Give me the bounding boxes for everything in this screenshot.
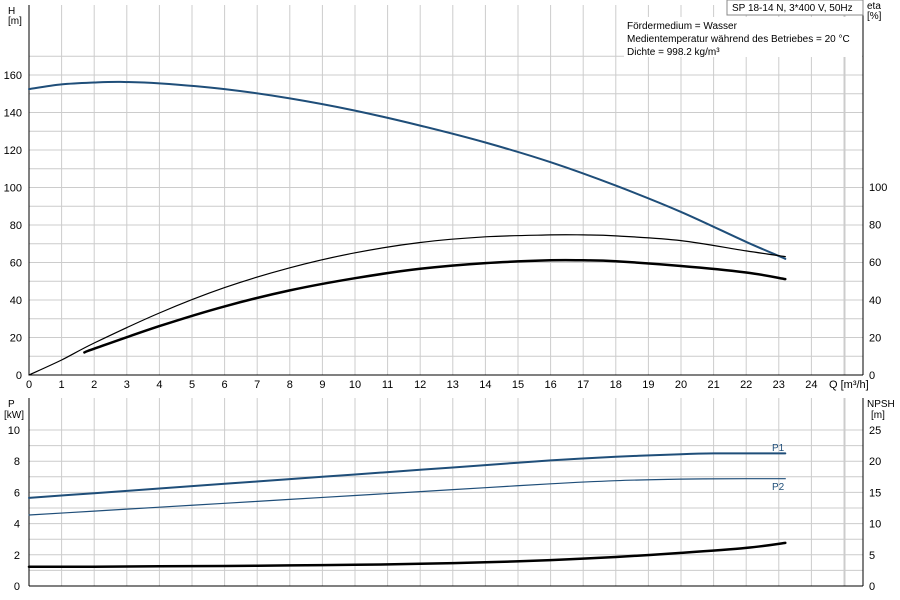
top-left-axis-unit: [m]	[8, 16, 22, 27]
series-npsh	[27, 541, 787, 568]
x-tick-label: 12	[414, 379, 426, 391]
series-lines	[27, 80, 787, 568]
info-line-medium: Fördermedium = Wasser	[627, 21, 738, 32]
x-tick-label: 18	[610, 379, 622, 391]
x-tick-label: 21	[707, 379, 719, 391]
y-tick-label-right: 100	[869, 182, 887, 194]
series-p1	[28, 452, 787, 499]
x-tick-label: 7	[254, 379, 260, 391]
bottom-right-axis-title: NPSH	[867, 399, 895, 410]
x-tick-label: 16	[544, 379, 556, 391]
x-tick-label: 15	[512, 379, 524, 391]
legend-p1: P1	[772, 443, 785, 454]
x-tick-label: 22	[740, 379, 752, 391]
top-axes	[28, 5, 864, 376]
y-tick-label-right: 5	[869, 550, 875, 562]
series-h	[28, 80, 787, 260]
x-tick-label: 3	[124, 379, 130, 391]
x-tick-label: 23	[773, 379, 785, 391]
series-eta-total	[28, 234, 786, 376]
y-tick-label-left: 4	[14, 519, 20, 531]
x-tick-label: 13	[447, 379, 459, 391]
x-tick-label: 8	[287, 379, 293, 391]
x-tick-label: 11	[382, 379, 393, 391]
y-tick-label-right: 20	[869, 456, 881, 468]
series-eta-pump	[83, 258, 787, 354]
x-tick-label: 6	[222, 379, 228, 391]
bottom-left-axis-title: P	[8, 399, 15, 410]
x-axis-label: Q [m³/h]	[829, 379, 869, 391]
y-tick-label-left: 20	[10, 333, 22, 345]
x-tick-label: 10	[349, 379, 361, 391]
x-tick-label: 9	[319, 379, 325, 391]
top-grid	[29, 5, 863, 375]
y-tick-label-left: 0	[16, 370, 22, 382]
x-tick-label: 5	[189, 379, 195, 391]
y-tick-label-left: 8	[14, 456, 20, 468]
bottom-grid	[29, 398, 863, 586]
x-tick-label: 1	[59, 379, 65, 391]
y-tick-label-right: 40	[869, 295, 881, 307]
y-tick-label-right: 80	[869, 220, 881, 232]
y-tick-label-right: 20	[869, 332, 881, 344]
y-tick-label-right: 60	[869, 257, 881, 269]
bottom-axes	[28, 398, 864, 587]
y-tick-label-left: 120	[4, 145, 22, 157]
y-tick-label-right: 0	[869, 370, 875, 382]
bottom-right-axis-unit: [m]	[871, 410, 885, 421]
bottom-left-axis-unit: [kW]	[4, 410, 24, 421]
x-tick-label: 20	[675, 379, 687, 391]
x-tick-label: 0	[26, 379, 32, 391]
y-tick-label-right: 25	[869, 425, 881, 437]
y-tick-label-left: 0	[14, 581, 20, 593]
y-tick-label-left: 60	[10, 258, 22, 270]
x-tick-label: 19	[642, 379, 654, 391]
x-tick-label: 17	[577, 379, 589, 391]
y-tick-label-left: 160	[4, 70, 22, 82]
x-tick-label: 2	[91, 379, 97, 391]
y-tick-label-left: 140	[4, 108, 22, 120]
pump-title: SP 18-14 N, 3*400 V, 50Hz	[732, 3, 853, 14]
info-line-density: Dichte = 998.2 kg/m³	[627, 47, 720, 58]
y-tick-label-right: 0	[869, 581, 875, 593]
medium-info: Fördermedium = Wasser Medientemperatur w…	[624, 17, 862, 58]
top-left-axis-title: H	[8, 6, 15, 17]
series-p2	[28, 478, 786, 516]
y-tick-label-left: 80	[10, 220, 22, 232]
top-right-axis-title: eta	[867, 1, 881, 12]
y-tick-label-left: 6	[14, 487, 20, 499]
x-tick-label: 24	[805, 379, 817, 391]
tick-labels: 0 1 2 3 4 5 6 7 8 9 10 11 12 13 14 15 16 17 18 19 20 21 22 23 24…	[4, 70, 888, 593]
pump-title-box: SP 18-14 N, 3*400 V, 50Hz	[726, 0, 864, 16]
y-tick-label-left: 40	[10, 295, 22, 307]
info-line-temperature: Medientemperatur während des Betriebes =…	[627, 34, 850, 45]
y-tick-label-left: 100	[4, 183, 22, 195]
legend-p2: P2	[772, 482, 785, 493]
y-tick-label-left: 2	[14, 550, 20, 562]
x-tick-label: 14	[479, 379, 491, 391]
top-right-axis-unit: [%]	[867, 11, 882, 22]
x-tick-label: 4	[156, 379, 162, 391]
y-tick-label-left: 10	[8, 425, 20, 437]
y-tick-label-right: 15	[869, 487, 881, 499]
y-tick-label-right: 10	[869, 519, 881, 531]
